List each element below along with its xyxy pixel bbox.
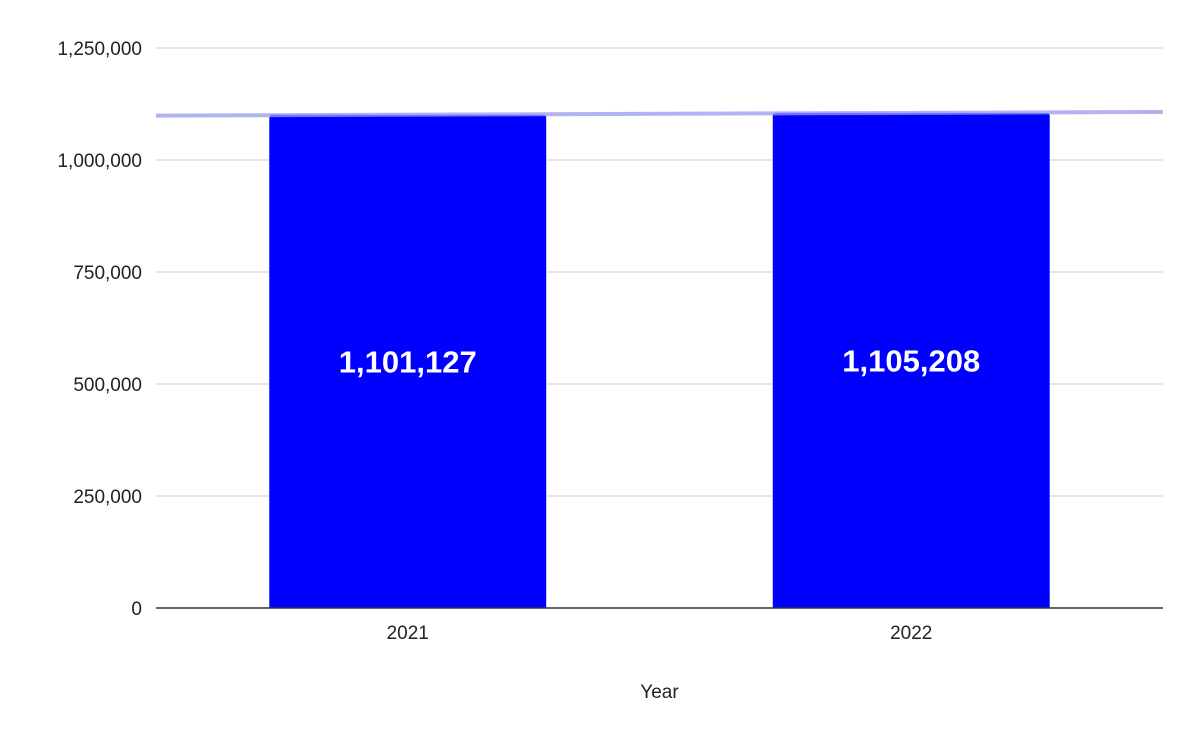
bar-2021 [269, 114, 547, 609]
data-labels: 1,101,127 1,105,208 [339, 343, 980, 379]
x-axis-ticks: 2021 2022 [387, 623, 933, 644]
trendline [155, 109, 1164, 118]
y-tick-label: 750,000 [73, 263, 142, 284]
y-tick-label: 250,000 [73, 487, 142, 508]
y-tick-label: 1,000,000 [57, 151, 142, 172]
x-tick-label: 2021 [387, 623, 429, 644]
y-tick-label: 1,250,000 [57, 39, 142, 60]
data-label-2021: 1,101,127 [339, 344, 477, 379]
x-axis-title: Year [640, 682, 679, 703]
bar-2022 [772, 112, 1050, 608]
y-tick-label: 500,000 [73, 375, 142, 396]
y-tick-label: 0 [131, 599, 142, 620]
data-label-2022: 1,105,208 [842, 343, 980, 378]
x-tick-label: 2022 [890, 623, 932, 644]
bars [269, 112, 1050, 609]
y-axis-ticks: 0 250,000 500,000 750,000 1,000,000 1,250,000 [57, 39, 142, 620]
trendline-layer [155, 109, 1164, 118]
